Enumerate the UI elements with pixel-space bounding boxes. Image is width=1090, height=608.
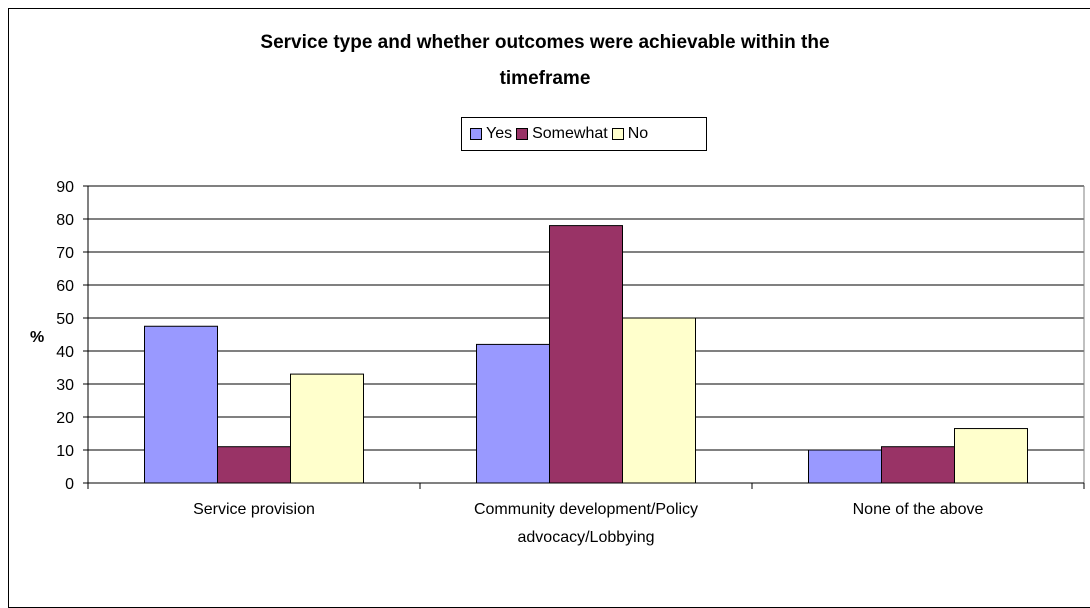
y-tick-label-70: 70 [56, 245, 74, 262]
legend-item-somewhat: Somewhat [516, 125, 608, 143]
x-tick-label-0-0: Service provision [193, 501, 315, 518]
legend-swatch-no [611, 128, 624, 140]
legend-item-no: No [611, 125, 649, 143]
bar-yes-1 [476, 343, 550, 484]
legend-label-no: No [627, 125, 649, 142]
bar-no-2 [954, 428, 1028, 484]
x-tick-label-1-0: Community development/Policy [474, 501, 698, 518]
legend-swatch-yes [470, 128, 482, 140]
y-tick-label-40: 40 [56, 344, 74, 361]
bar-somewhat-1 [549, 225, 623, 484]
y-tick-label-50: 50 [56, 311, 74, 328]
legend-label-somewhat: Somewhat [532, 125, 608, 142]
chart-title-line1: Service type and whether outcomes were a… [260, 32, 830, 53]
y-tick-label-80: 80 [56, 212, 74, 229]
legend-label-yes: Yes [486, 125, 513, 142]
bar-somewhat-0 [217, 446, 291, 484]
x-tick-label-1-1: advocacy/Lobbying [518, 529, 655, 546]
chart-title-line2: timeframe [499, 68, 591, 89]
bar-no-1 [622, 317, 696, 484]
y-tick-label-20: 20 [56, 410, 74, 427]
bar-no-0 [290, 373, 364, 484]
bar-somewhat-2 [881, 446, 955, 484]
y-tick-label-10: 10 [56, 443, 74, 460]
bar-yes-0 [144, 325, 218, 484]
y-tick-label-90: 90 [56, 179, 74, 196]
y-tick-label-0: 0 [65, 476, 74, 493]
y-tick-label-60: 60 [56, 278, 74, 295]
legend-item-yes: Yes [470, 125, 512, 143]
y-tick-label-30: 30 [56, 377, 74, 394]
bar-chart-plot: 0 10 20 30 40 50 60 70 80 90% Service provision Com… [30, 179, 1085, 546]
chart-legend: Yes Somewhat No [461, 117, 707, 151]
y-axis-label: % [30, 329, 44, 346]
legend-swatch-somewhat [516, 128, 529, 140]
x-tick-label-2-0: None of the above [853, 501, 984, 518]
bar-yes-2 [808, 449, 882, 484]
